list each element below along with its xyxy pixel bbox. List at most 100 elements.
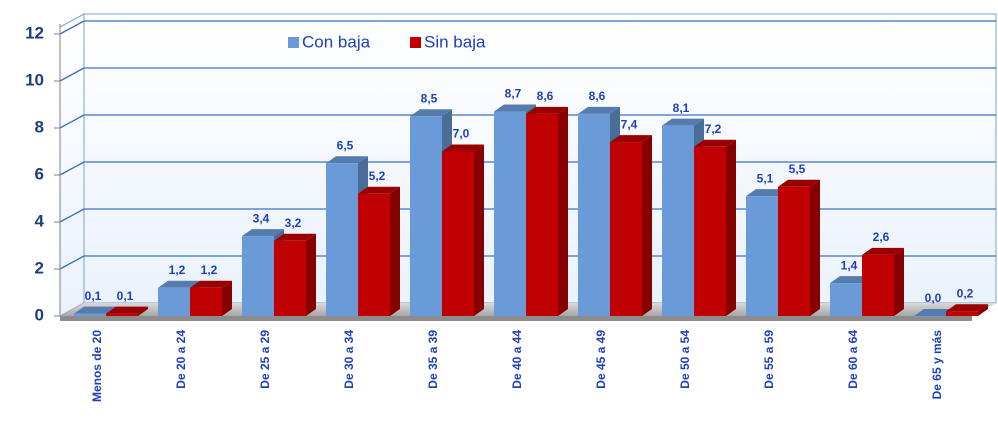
x-tick-label: De 35 a 39 <box>426 330 440 389</box>
value-label: 5,5 <box>789 162 806 176</box>
x-tick-label: De 50 a 54 <box>678 330 692 389</box>
value-label: 8,1 <box>673 101 690 115</box>
bar <box>694 146 726 316</box>
bar <box>190 287 222 316</box>
y-tick-label: 0 <box>35 305 44 324</box>
bar <box>242 236 274 316</box>
x-tick-label: De 40 a 44 <box>510 330 524 389</box>
bar <box>410 116 442 316</box>
bar <box>578 113 610 317</box>
y-tick-label: 6 <box>35 164 44 183</box>
bar <box>274 240 306 316</box>
value-label: 7,2 <box>705 122 722 136</box>
grid-line <box>59 208 85 223</box>
bar <box>74 313 106 316</box>
bar-top <box>74 306 116 314</box>
bar <box>494 111 526 316</box>
bar-side <box>726 139 736 316</box>
bar <box>778 186 810 316</box>
value-label: 3,4 <box>253 211 270 225</box>
bar-side <box>306 233 316 316</box>
bar <box>106 313 138 316</box>
value-label: 8,6 <box>589 89 606 103</box>
grid-line <box>59 114 85 129</box>
x-tick-label: De 65 y más <box>930 330 944 400</box>
value-label: 8,7 <box>505 87 522 101</box>
x-tick-label: De 45 a 49 <box>594 330 608 389</box>
y-tick-label: 8 <box>35 117 44 136</box>
grid-line <box>59 67 85 82</box>
bar-top <box>242 229 284 237</box>
bar-top <box>914 309 956 316</box>
floor-edge <box>60 316 972 321</box>
bar <box>946 311 978 316</box>
bar-top <box>694 139 736 147</box>
bar-side <box>894 247 904 316</box>
bar <box>158 287 190 316</box>
x-tick-label: De 30 a 34 <box>342 330 356 389</box>
x-tick-label: De 20 a 24 <box>174 330 188 389</box>
bar-side <box>642 135 652 316</box>
value-label: 1,2 <box>169 263 186 277</box>
bar <box>914 316 946 317</box>
value-label: 2,6 <box>873 230 890 244</box>
bar-top <box>410 109 452 117</box>
bar-side <box>558 106 568 317</box>
bar <box>526 113 558 317</box>
bar-top <box>274 233 316 241</box>
bar-top <box>326 156 368 164</box>
bar-side <box>810 179 820 316</box>
value-label: 7,4 <box>621 117 638 131</box>
bar <box>746 196 778 316</box>
grid-line <box>59 20 85 35</box>
x-tick-label: De 25 a 29 <box>258 330 272 389</box>
legend-label: Sin baja <box>424 32 486 51</box>
value-label: 3,2 <box>285 216 302 230</box>
x-tick-label: Menos de 20 <box>90 330 104 402</box>
y-tick-label: 2 <box>35 258 44 277</box>
bar-top <box>778 179 820 187</box>
bar-top <box>358 186 400 194</box>
bar <box>442 151 474 316</box>
bar-side <box>138 306 148 316</box>
bar-side <box>474 144 484 316</box>
y-tick-label: 10 <box>25 70 44 89</box>
bar-top <box>946 304 988 312</box>
bar-top <box>442 144 484 152</box>
bar-side <box>978 304 988 316</box>
value-label: 0,0 <box>925 291 942 305</box>
bar-top <box>662 118 704 126</box>
bar <box>326 163 358 316</box>
bar-top <box>610 135 652 143</box>
bar-top <box>158 280 200 288</box>
bar-top <box>526 106 568 114</box>
bar <box>830 283 862 316</box>
side-wall <box>59 13 85 317</box>
y-tick-label: 12 <box>25 23 44 42</box>
grid-line <box>59 255 85 270</box>
x-tick-label: De 60 a 64 <box>846 330 860 389</box>
value-label: 1,2 <box>201 263 218 277</box>
legend-label: Con baja <box>302 32 371 51</box>
bar-top <box>746 189 788 197</box>
bar-top <box>578 106 620 114</box>
bar <box>358 193 390 316</box>
legend-swatch <box>410 37 421 48</box>
bar <box>662 125 694 317</box>
value-label: 1,4 <box>841 258 858 272</box>
bar <box>610 142 642 316</box>
value-label: 8,5 <box>421 91 438 105</box>
bar-side <box>222 280 232 316</box>
bar-top <box>494 104 536 112</box>
bar-top <box>862 247 904 255</box>
value-label: 5,1 <box>757 171 774 185</box>
x-tick-label: De 55 a 59 <box>762 330 776 389</box>
value-label: 6,5 <box>337 138 354 152</box>
value-label: 0,1 <box>117 289 134 303</box>
legend-swatch <box>288 37 299 48</box>
value-label: 7,0 <box>453 127 470 141</box>
bar-top <box>190 280 232 288</box>
bar-side <box>390 186 400 316</box>
value-label: 5,2 <box>369 169 386 183</box>
